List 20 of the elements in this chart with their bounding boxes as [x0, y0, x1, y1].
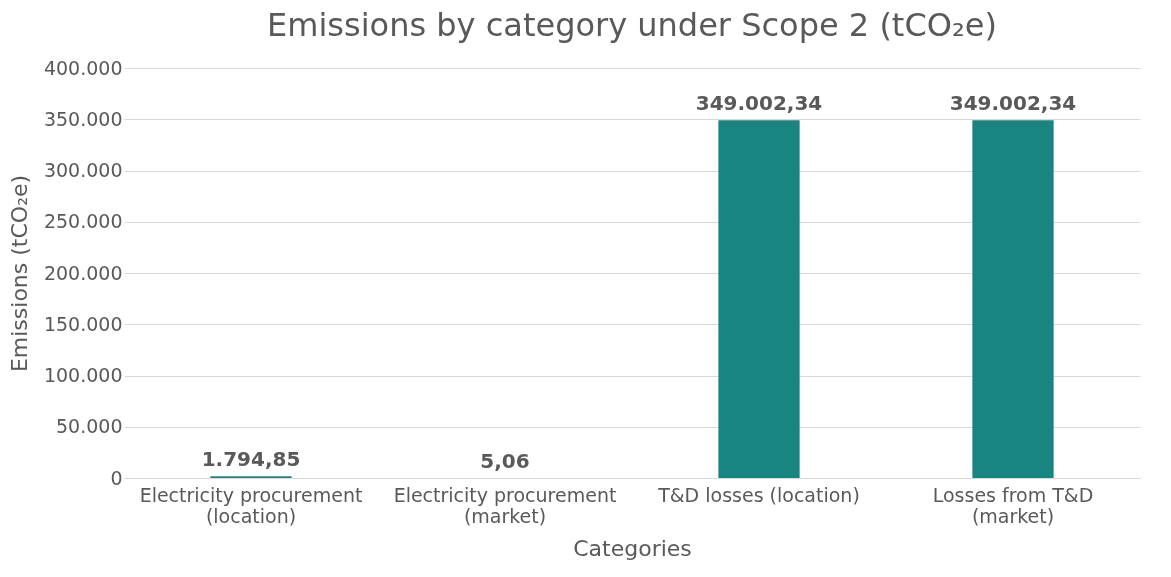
y-tick-label: 350.000 — [43, 107, 123, 130]
x-axis-title: Categories — [573, 535, 692, 561]
y-tick-label: 100.000 — [43, 364, 123, 386]
y-tick-label: 300.000 — [43, 159, 123, 181]
x-tick-label: T&D losses (location) — [657, 483, 860, 506]
data-label: 349.002,34 — [695, 91, 823, 116]
chart-title: Emissions by category under Scope 2 (tCO₂e) — [267, 6, 997, 44]
y-tick-label: 50.000 — [56, 415, 123, 438]
data-label: 5,06 — [480, 448, 530, 473]
data-label: 349.002,34 — [949, 91, 1077, 116]
x-tick-label: Losses from T&D (market) — [932, 483, 1094, 527]
y-tick-label: 150.000 — [43, 312, 123, 335]
x-tick-label: Electricity procurement (market) — [393, 483, 617, 527]
x-tick-label: Electricity procurement (location) — [139, 483, 363, 527]
y-tick-label: 400.000 — [43, 56, 123, 79]
y-tick-label: 0 — [110, 466, 123, 489]
y-axis-title: Emissions (tCO₂e) — [6, 174, 32, 373]
y-tick-label: 250.000 — [43, 210, 123, 233]
data-label: 1.794,85 — [201, 447, 301, 472]
y-tick-label: 200.000 — [43, 261, 123, 284]
